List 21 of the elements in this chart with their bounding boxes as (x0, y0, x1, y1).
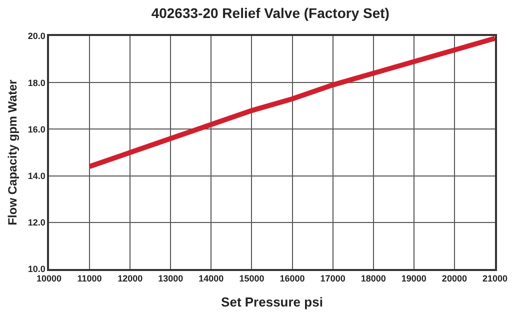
x-axis-title: Set Pressure psi (221, 294, 323, 310)
y-tick-label: 14.0 (28, 170, 46, 181)
y-tick-label: 10.0 (28, 264, 46, 274)
y-tick-label: 16.0 (28, 124, 46, 134)
x-tick-label: 17000 (320, 274, 346, 284)
x-tick-label: 20000 (442, 274, 467, 284)
x-tick-label: 21000 (482, 274, 508, 284)
y-tick-label: 18.0 (28, 78, 46, 88)
x-tick-label: 11000 (77, 274, 102, 284)
y-axis-title: Flow Capacity gpm Water (6, 79, 20, 226)
x-tick-label: 13000 (158, 274, 184, 284)
chart-title: 402633-20 Relief Valve (Factory Set) (151, 4, 390, 21)
x-tick-label: 15000 (239, 274, 264, 284)
x-tick-label: 12000 (118, 274, 143, 284)
x-tick-label: 18000 (360, 274, 386, 284)
x-tick-label: 19000 (401, 274, 426, 284)
x-tick-label: 10000 (36, 274, 62, 284)
x-tick-label: 16000 (280, 274, 305, 284)
x-tick-label: 14000 (198, 274, 224, 284)
y-tick-label: 12.0 (28, 218, 46, 228)
y-tick-label: 20.0 (28, 31, 46, 42)
